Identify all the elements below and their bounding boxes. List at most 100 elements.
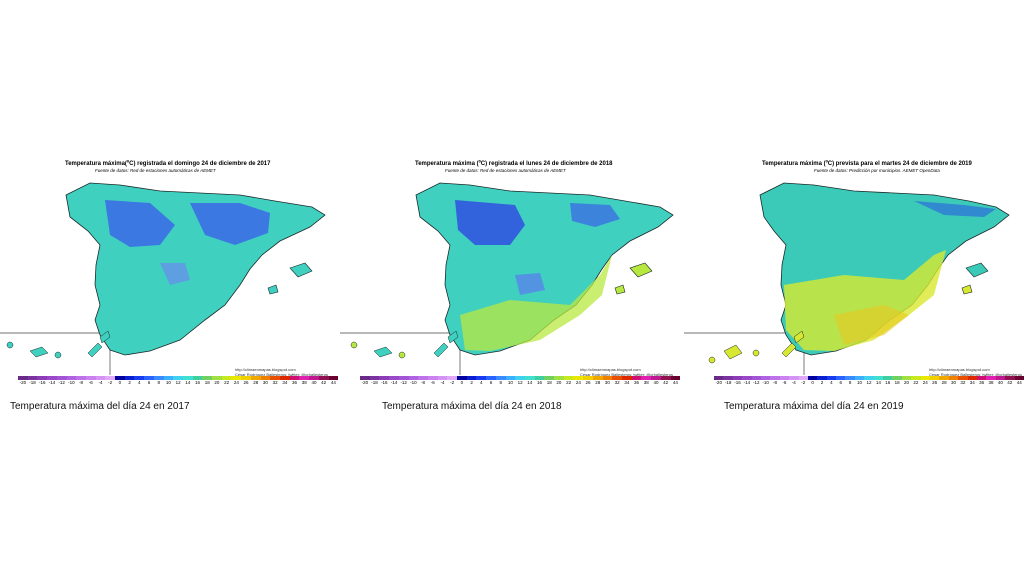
scale-swatch	[427, 376, 438, 380]
scale-swatch	[47, 376, 57, 380]
scale-swatch	[18, 376, 28, 380]
scale-tick-label: 22	[566, 380, 572, 385]
scale-tick-label: 24	[922, 380, 928, 385]
scale-swatch	[447, 376, 458, 380]
scale-tick-label: 4	[830, 380, 833, 385]
scale-swatch	[260, 376, 271, 380]
scale-swatch	[534, 376, 545, 380]
scale-tick-label: 36	[979, 380, 985, 385]
credit-author: César Rodríguez Ballesteros; twitter: @c…	[929, 372, 1022, 377]
scale-tick-label: 44	[672, 380, 678, 385]
credit-url: http://climaenmapas.blogspot.com	[580, 367, 641, 372]
scale-tick-label: 8	[157, 380, 160, 385]
scale-swatch	[723, 376, 733, 380]
scale-tick-label: -6	[782, 380, 787, 385]
scale-bar	[360, 376, 681, 380]
scale-swatch	[826, 376, 837, 380]
scale-tick-label: 26	[585, 380, 591, 385]
scale-swatch	[670, 376, 681, 380]
scale-tick-label: 36	[292, 380, 298, 385]
scale-tick-label: 28	[941, 380, 947, 385]
scale-tick-label: 20	[556, 380, 562, 385]
scale-swatch	[986, 376, 996, 380]
scale-swatch	[309, 376, 319, 380]
scale-tick-label: 30	[950, 380, 956, 385]
scale-tick-label: 34	[282, 380, 288, 385]
scale-tick-label: -14	[390, 380, 398, 385]
scale-swatch	[437, 376, 448, 380]
scale-swatch	[124, 376, 135, 380]
scale-tick-label: 36	[634, 380, 640, 385]
scale-swatch	[221, 376, 232, 380]
scale-tick-label: 14	[527, 380, 533, 385]
scale-swatch	[641, 376, 652, 380]
scale-tick-label: -14	[48, 380, 56, 385]
scale-swatch	[524, 376, 535, 380]
scale-swatch	[192, 376, 203, 380]
scale-swatch	[466, 376, 477, 380]
scale-swatch	[85, 376, 96, 380]
scale-swatch	[457, 376, 467, 380]
scale-swatch	[714, 376, 724, 380]
scale-tick-label: 16	[537, 380, 543, 385]
scale-swatch	[250, 376, 261, 380]
scale-tick-label: 6	[839, 380, 843, 385]
color-scale: -20 -18 -16 -14 -12 -10 -8 -6 -4 -2 0 2 4 6 8 10 12 14 16 1…	[360, 376, 681, 386]
map-source: Fuente de datos: Predicción por municipi…	[814, 168, 940, 173]
scale-swatch	[651, 376, 661, 380]
scale-tick-label: 42	[663, 380, 669, 385]
scale-swatch	[807, 376, 818, 380]
scale-tick-label: 32	[272, 380, 278, 385]
scale-swatch	[563, 376, 574, 380]
scale-swatch	[845, 376, 855, 380]
scale-swatch	[892, 376, 902, 380]
scale-swatch	[631, 376, 642, 380]
scale-swatch	[95, 376, 106, 380]
scale-swatch	[864, 376, 874, 380]
scale-tick-label: 16	[195, 380, 201, 385]
scale-swatch	[779, 376, 790, 380]
scale-ticks: -20 -18 -16 -14 -12 -10 -8 -6 -4 -2 0 2 4 6 8 10 12 14 16 1…	[18, 380, 338, 386]
scale-tick-label: -18	[724, 380, 732, 385]
scale-swatch	[398, 376, 409, 380]
scale-swatch	[37, 376, 48, 380]
scale-tick-label: -4	[440, 380, 445, 385]
map-frame: Temperatura máxima(ºC) registrada el dom…	[0, 155, 340, 390]
scale-swatch	[995, 376, 1006, 380]
scale-swatch	[976, 376, 987, 380]
scale-tick-label: 28	[595, 380, 601, 385]
scale-tick-label: -2	[108, 380, 113, 385]
map-source: Fuente de datos: Red de estaciones autom…	[95, 168, 216, 173]
scale-swatch	[153, 376, 164, 380]
scale-swatch	[660, 376, 671, 380]
scale-tick-label: 42	[321, 380, 327, 385]
color-scale: -20 -18 -16 -14 -12 -10 -8 -6 -4 -2 0 2 4 6 8 10 12 14 16 1…	[18, 376, 339, 386]
scale-swatch	[854, 376, 865, 380]
scale-tick-label: 6	[489, 380, 493, 385]
scale-tick-label: -20	[715, 380, 722, 385]
scale-swatch	[911, 376, 921, 380]
scale-swatch	[495, 376, 506, 380]
scale-swatch	[163, 376, 174, 380]
map-frame: Temperatura máxima (ºC) registrada el lu…	[340, 155, 681, 390]
scale-swatch	[573, 376, 584, 380]
scale-tick-label: 12	[866, 380, 872, 385]
scale-tick-label: 38	[643, 380, 649, 385]
scale-swatch	[241, 376, 251, 380]
scale-ticks: -20 -18 -16 -14 -12 -10 -8 -6 -4 -2 0 2 4 6 8 10 12 14 16 1…	[360, 380, 680, 386]
scale-tick-label: 38	[301, 380, 307, 385]
scale-tick-label: -8	[421, 380, 426, 385]
scale-tick-label: 10	[165, 380, 171, 385]
scale-swatch	[612, 376, 622, 380]
scale-swatch	[418, 376, 428, 380]
scale-tick-label: 22	[913, 380, 919, 385]
caption-2018: Temperatura máxima del día 24 en 2018	[382, 401, 562, 412]
scale-swatch	[182, 376, 193, 380]
scale-swatch	[408, 376, 419, 380]
scale-swatch	[544, 376, 555, 380]
scale-tick-label: 0	[460, 380, 464, 385]
scale-tick-label: -6	[88, 380, 93, 385]
scale-tick-label: 42	[1007, 380, 1013, 385]
scale-tick-label: 30	[604, 380, 610, 385]
map-source: Fuente de datos: Red de estaciones autom…	[445, 168, 566, 173]
